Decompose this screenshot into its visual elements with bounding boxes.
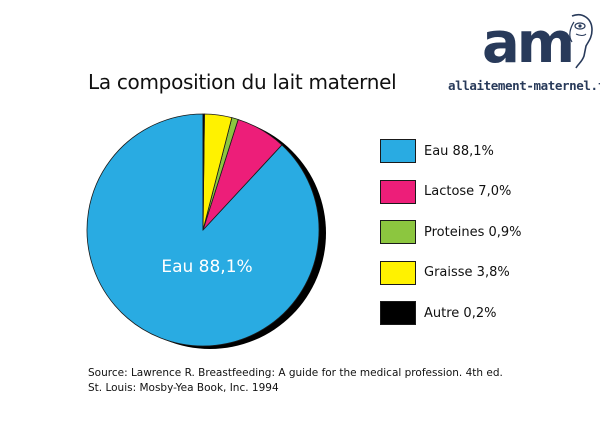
legend-item-eau: Eau 88,1% xyxy=(380,138,494,164)
source-line-1: Source: Lawrence R. Breastfeeding: A gui… xyxy=(88,367,503,379)
legend-label: Eau 88,1% xyxy=(424,143,494,159)
face-icon xyxy=(569,14,593,69)
legend-label: Graisse 3,8% xyxy=(424,265,510,280)
legend-item-proteines: Proteines 0,9% xyxy=(380,219,522,245)
legend-swatch xyxy=(380,301,416,325)
chart-title: La composition du lait maternel xyxy=(88,70,397,94)
source-line-2: St. Louis: Mosby-Yea Book, Inc. 1994 xyxy=(88,382,279,394)
source-note: Source: Lawrence R. Breastfeeding: A gui… xyxy=(88,366,503,396)
legend-swatch xyxy=(380,260,416,285)
logo-mark: am xyxy=(482,11,575,76)
legend-swatch xyxy=(380,220,416,244)
legend-swatch xyxy=(380,139,416,163)
legend-item-graisse: Graisse 3,8% xyxy=(380,260,510,286)
legend-item-lactose: Lactose 7,0% xyxy=(380,179,511,205)
legend-label: Lactose 7,0% xyxy=(424,184,512,199)
site-logo[interactable]: am allaitement-maternel.fr xyxy=(420,8,600,108)
logo-site-name: allaitement-maternel.fr xyxy=(448,78,600,93)
legend-label: Proteines 0,9% xyxy=(424,224,522,240)
legend-label: Autre 0,2% xyxy=(424,305,497,321)
legend-item-autre: Autre 0,2% xyxy=(380,300,496,326)
legend-swatch xyxy=(380,179,416,204)
pie-inner-label: Eau 88,1% xyxy=(161,257,252,277)
pie-slice-autre xyxy=(202,113,205,231)
